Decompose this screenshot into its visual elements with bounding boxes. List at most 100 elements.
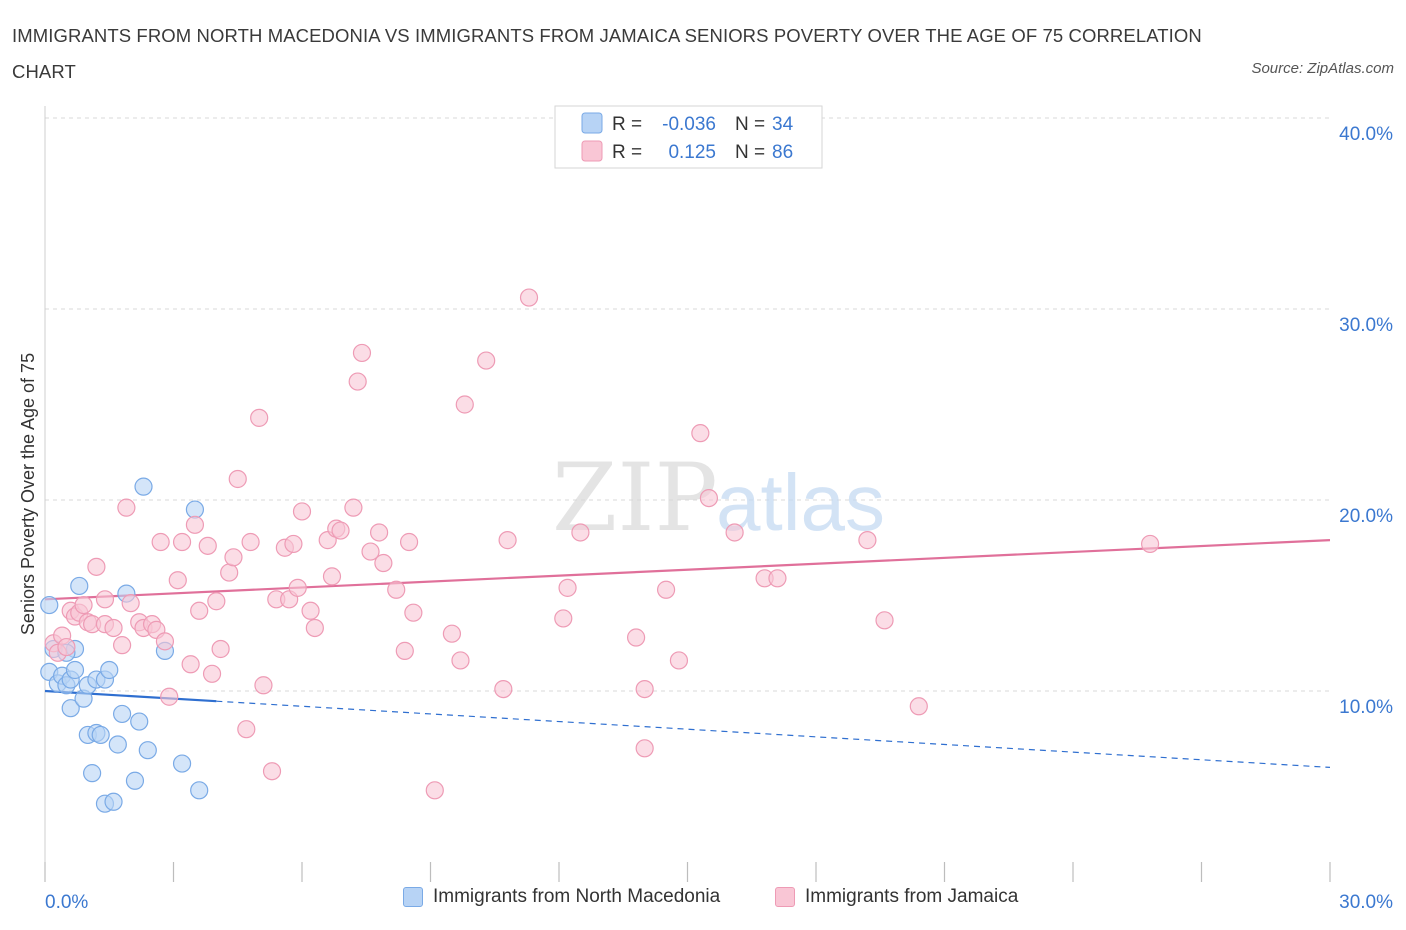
legend-r-value: 0.125 [668,142,716,163]
legend-r-label: R = [612,142,642,163]
trend-line-jamaica [44,539,1331,601]
x-tick-label: 30.0% [1339,892,1393,913]
point-jamaica [172,532,192,552]
point-jamaica [344,498,363,517]
point-jamaica [370,523,389,542]
point-jamaica [95,590,115,609]
legend-r-label: R = [612,114,642,135]
tick-labels: 40.0% 30.0% 20.0% 10.0% 0.0% 30.0% [45,124,1393,913]
point-jamaica [1140,534,1160,554]
legend-n-label: N = [735,114,765,135]
point-jamaica [361,542,380,561]
point-jamaica [352,343,372,363]
point-north-macedonia [130,712,149,731]
point-north-macedonia [172,754,192,773]
legend-label: Immigrants from Jamaica [805,886,1019,907]
point-jamaica [875,611,894,630]
point-jamaica [331,521,350,540]
point-jamaica [635,739,654,758]
point-jamaica [288,578,307,597]
point-jamaica [202,664,222,683]
legend-item-jamaica: Immigrants from Jamaica [775,886,1018,908]
point-jamaica [237,720,256,739]
legend-n-label: N = [735,142,765,163]
point-north-macedonia [100,660,119,680]
point-jamaica [477,351,496,370]
y-tick-label: 10.0% [1339,697,1393,718]
y-tick-label: 40.0% [1339,124,1393,145]
source-label: Source: ZipAtlas.com [1251,60,1394,77]
y-tick-label: 20.0% [1339,506,1393,527]
point-north-macedonia [125,771,145,790]
trend-line-north-macedonia-dashed [216,700,1331,768]
point-jamaica [404,603,423,622]
point-north-macedonia [190,781,209,800]
point-jamaica [241,532,260,552]
legend-swatch-north-macedonia [403,887,423,907]
point-jamaica [669,651,689,670]
chart-title: IMMIGRANTS FROM NORTH MACEDONIA VS IMMIG… [12,25,1202,82]
trend-layer [44,539,1331,768]
point-jamaica [768,569,787,588]
grid-layer [45,117,1330,692]
point-jamaica [228,469,247,489]
point-jamaica [74,595,93,615]
legend-swatch-jamaica [775,887,795,907]
point-jamaica [494,679,513,699]
point-jamaica [725,523,744,542]
point-jamaica [224,548,243,567]
point-jamaica [455,395,474,414]
point-jamaica [425,781,444,800]
point-north-macedonia [138,741,157,760]
point-jamaica [571,523,590,542]
point-jamaica [121,594,140,613]
point-jamaica [262,762,282,781]
legend-top: R = -0.036 N = 34 R = 0.125 N = 86 [554,105,823,169]
point-jamaica [554,609,573,628]
point-north-macedonia [65,660,85,680]
y-axis-label: Seniors Poverty Over the Age of 75 [18,353,38,635]
point-jamaica [250,408,269,427]
point-jamaica [112,636,132,655]
point-north-macedonia [104,792,123,811]
point-jamaica [284,534,303,554]
point-jamaica [160,687,179,706]
legend-swatch-north-macedonia [581,112,603,134]
point-jamaica [292,502,312,521]
point-jamaica [691,424,710,443]
point-jamaica [656,580,676,599]
point-jamaica [374,553,393,573]
trend-line-north-macedonia [44,689,217,703]
axis-layer [44,106,1331,882]
point-jamaica [207,592,226,611]
legend-n-value: 34 [772,114,794,135]
point-jamaica [348,372,367,391]
point-north-macedonia [134,477,153,496]
point-jamaica [909,697,928,716]
legend-r-value: -0.036 [662,114,716,135]
point-jamaica [498,531,517,550]
point-jamaica [442,624,462,643]
point-jamaica [305,618,324,638]
point-jamaica [104,618,123,638]
point-jamaica [185,515,205,534]
point-jamaica [220,563,239,582]
point-jamaica [211,639,230,659]
watermark-atlas: atlas [716,458,885,547]
point-north-macedonia [185,500,205,519]
watermark: ZIP atlas [552,444,885,553]
point-north-macedonia [40,595,59,615]
point-jamaica [198,536,217,555]
point-jamaica [626,628,646,647]
point-north-macedonia [70,576,89,596]
point-jamaica [635,679,654,699]
point-jamaica [451,651,470,670]
point-north-macedonia [61,699,80,718]
point-jamaica [181,655,200,674]
point-jamaica [168,571,187,590]
point-jamaica [190,601,209,620]
point-jamaica [117,498,136,517]
legend-label: Immigrants from North Macedonia [433,886,721,907]
point-jamaica [858,531,877,550]
